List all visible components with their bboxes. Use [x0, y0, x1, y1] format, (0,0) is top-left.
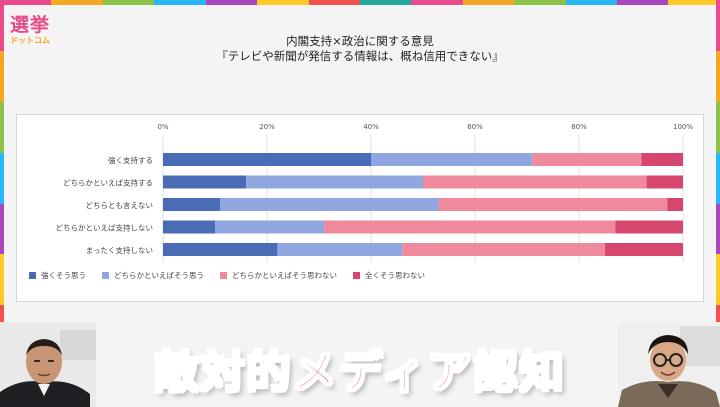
frame-right-segment — [716, 152, 720, 204]
frame-right-segment — [716, 101, 720, 153]
frame-top-segment — [308, 0, 360, 5]
presenter-right-icon — [618, 322, 720, 407]
bar-segment — [615, 220, 683, 234]
frame-top-segment — [102, 0, 155, 5]
bar-segment — [277, 243, 403, 256]
x-tick-label: 0% — [157, 123, 168, 131]
chart-title: 内閣支持×政治に関する意見 『テレビや新聞が発信する情報は、概ね信用できない』 — [120, 34, 600, 64]
bar-segment — [646, 175, 683, 189]
bar-segment — [423, 175, 647, 189]
frame-right-segment — [716, 50, 720, 102]
frame-top-segment — [514, 0, 566, 5]
frame-top-segment — [462, 0, 515, 5]
bar-segment — [532, 153, 642, 166]
bar-segment — [246, 175, 423, 189]
logo: 選挙 ドットコム — [10, 14, 60, 58]
bar-segment — [163, 175, 247, 189]
bar-segment — [324, 220, 616, 234]
presenter-left-avatar — [0, 322, 96, 407]
frame-top-segment — [257, 0, 309, 5]
frame-right-segment — [716, 203, 720, 255]
legend-label: どちらかといえばそう思わない — [232, 271, 337, 280]
frame-left-segment — [0, 203, 4, 255]
frame-top — [0, 0, 720, 5]
frame-top-segment — [668, 0, 720, 5]
bar-segment — [220, 198, 439, 211]
frame-top-segment — [565, 0, 618, 5]
legend-swatch — [102, 272, 109, 279]
x-tick-label: 20% — [259, 123, 275, 131]
bar-segment — [402, 243, 605, 256]
bar-segment — [215, 220, 325, 234]
banner: 敵対的メディア認知 — [92, 336, 628, 400]
frame-left-segment — [0, 152, 4, 204]
frame-left-segment — [0, 254, 4, 306]
bar-segment — [641, 153, 683, 166]
x-tick-label: 80% — [571, 123, 587, 131]
frame-top-segment — [411, 0, 463, 5]
frame-left-segment — [0, 50, 4, 102]
x-tick-label: 100% — [673, 123, 693, 131]
category-label: 強く支持する — [108, 155, 153, 165]
logo-main: 選挙 — [10, 14, 51, 36]
stacked-bar-chart: 0% 20% 40% 60% 80% 100% 強く支持するどちらかといえば支持するどちらと… — [29, 123, 693, 280]
legend-swatch — [220, 272, 227, 279]
frame-left-segment — [0, 101, 4, 153]
category-label: どちらとも言えない — [86, 200, 154, 210]
legend-label: どちらかといえばそう思う — [114, 271, 204, 280]
bar-segment — [163, 153, 371, 166]
frame-top-segment — [51, 0, 103, 5]
frame-top-segment — [154, 0, 206, 5]
category-label: どちらかといえば支持する — [63, 178, 153, 188]
bar-segment — [163, 198, 221, 211]
x-tick-label: 40% — [363, 123, 379, 131]
presenter-left-icon — [0, 322, 96, 407]
chart-title-line1: 内閣支持×政治に関する意見 — [286, 34, 434, 48]
bar-segment — [667, 198, 683, 211]
legend-swatch — [29, 272, 36, 279]
frame-top-segment — [359, 0, 412, 5]
chart-title-line2: 『テレビや新聞が発信する情報は、概ね信用できない』 — [216, 49, 504, 63]
category-label: どちらかといえば支持しない — [56, 223, 154, 233]
banner-text: 敵対的メディア認知 — [154, 346, 566, 399]
frame-right-segment — [716, 0, 720, 51]
frame-top-segment — [617, 0, 669, 5]
legend-label: 強くそう思う — [41, 270, 86, 280]
x-tick-label: 60% — [467, 123, 483, 131]
bar-segment — [163, 243, 278, 256]
frame-top-segment — [205, 0, 258, 5]
chart-panel: 0% 20% 40% 60% 80% 100% 強く支持するどちらかといえば支持するどちらと… — [16, 114, 704, 302]
frame-top-segment — [0, 0, 52, 5]
bar-segment — [605, 243, 683, 256]
frame-right-segment — [716, 254, 720, 306]
bar-segment — [438, 198, 668, 211]
bar-segment — [371, 153, 533, 166]
bar-segment — [163, 220, 215, 234]
category-label: まったく支持しない — [86, 245, 153, 255]
logo-sub: ドットコム — [10, 36, 50, 45]
presenter-right-avatar — [618, 322, 720, 407]
legend-swatch — [353, 272, 360, 279]
legend-label: 全くそう思わない — [365, 270, 425, 280]
frame-left-segment — [0, 0, 4, 51]
